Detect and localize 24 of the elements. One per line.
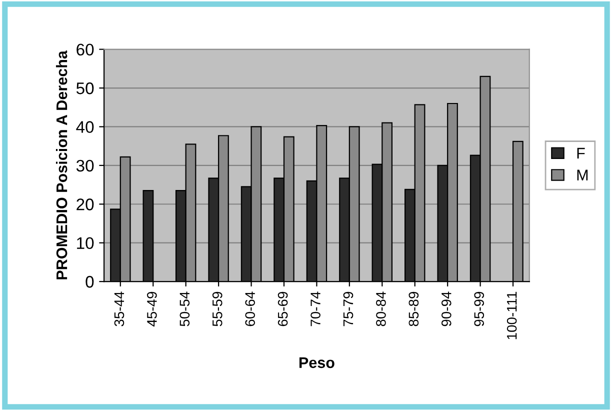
x-tick-label: 80-84 [376,292,386,326]
x-tick-label: 100-111 [506,292,517,340]
y-tick-label: 10 [77,237,94,250]
legend-label: M [577,170,588,180]
y-axis-title: PROMEDIO Posicion A Derecha [56,50,68,280]
y-tick-label: 60 [76,44,94,56]
x-tick-label: 95-99 [474,292,484,326]
y-tick-label: 20 [76,198,94,210]
y-tick-label: 30 [76,160,94,172]
x-tick-label: 60-64 [245,292,255,326]
x-tick-label: 85-89 [408,292,419,326]
x-tick-label: 75-79 [343,292,354,326]
y-tick-label: 50 [76,82,94,94]
x-tick-label: 65-69 [278,292,288,326]
legend-label: F [577,148,585,158]
x-tick-label: 45-49 [147,292,157,326]
y-tick-label: 40 [76,121,94,133]
x-tick-label: 35-44 [114,292,124,326]
x-tick-label: 50-54 [180,292,190,326]
x-axis-title: Peso [299,357,334,368]
x-tick-label: 90-94 [441,292,452,326]
x-tick-label: 55-59 [212,292,222,326]
x-tick-label: 70-74 [310,292,320,326]
y-tick-label: 0 [86,276,94,288]
